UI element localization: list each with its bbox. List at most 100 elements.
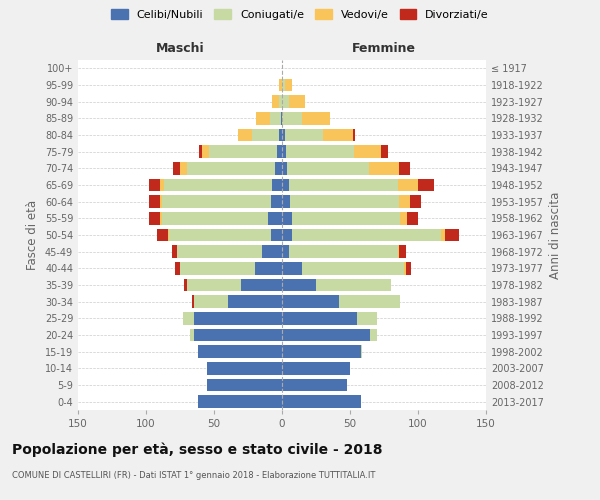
Bar bbox=[282, 279, 316, 291]
Bar bbox=[282, 229, 292, 241]
Bar bbox=[289, 96, 305, 108]
Bar bbox=[286, 146, 354, 158]
Bar bbox=[323, 129, 353, 141]
Bar bbox=[202, 146, 209, 158]
Bar bbox=[282, 179, 289, 192]
Bar bbox=[289, 246, 398, 258]
Bar bbox=[163, 212, 268, 224]
Bar bbox=[400, 212, 407, 224]
Bar bbox=[194, 296, 227, 308]
Bar bbox=[164, 179, 272, 192]
Bar bbox=[262, 246, 282, 258]
Bar bbox=[398, 246, 399, 258]
Bar bbox=[255, 262, 282, 274]
Bar bbox=[227, 296, 282, 308]
Bar bbox=[163, 196, 271, 208]
Bar bbox=[316, 279, 391, 291]
Bar bbox=[149, 196, 160, 208]
Bar bbox=[285, 79, 292, 92]
Bar bbox=[404, 262, 406, 274]
Bar bbox=[445, 229, 459, 241]
Bar bbox=[369, 162, 399, 174]
Bar bbox=[268, 212, 282, 224]
Y-axis label: Fasce di età: Fasce di età bbox=[26, 200, 39, 270]
Bar bbox=[207, 379, 282, 391]
Y-axis label: Anni di nascita: Anni di nascita bbox=[549, 192, 562, 278]
Bar bbox=[279, 96, 282, 108]
Bar bbox=[282, 329, 370, 341]
Bar bbox=[194, 329, 282, 341]
Bar bbox=[279, 79, 282, 92]
Bar bbox=[282, 196, 290, 208]
Bar bbox=[272, 179, 282, 192]
Bar bbox=[282, 346, 361, 358]
Bar bbox=[180, 262, 255, 274]
Bar bbox=[270, 112, 281, 124]
Bar bbox=[190, 329, 194, 341]
Bar bbox=[149, 179, 160, 192]
Bar bbox=[175, 262, 180, 274]
Bar bbox=[399, 196, 410, 208]
Bar bbox=[187, 279, 241, 291]
Bar bbox=[281, 112, 282, 124]
Bar bbox=[282, 379, 347, 391]
Bar bbox=[282, 246, 289, 258]
Bar bbox=[292, 212, 400, 224]
Bar bbox=[282, 296, 339, 308]
Bar bbox=[160, 212, 163, 224]
Bar bbox=[275, 162, 282, 174]
Bar bbox=[271, 229, 282, 241]
Bar bbox=[418, 179, 434, 192]
Bar bbox=[160, 196, 163, 208]
Bar bbox=[292, 229, 441, 241]
Bar bbox=[354, 146, 381, 158]
Bar bbox=[238, 129, 252, 141]
Bar bbox=[282, 396, 361, 408]
Bar bbox=[302, 262, 404, 274]
Bar bbox=[172, 246, 177, 258]
Bar bbox=[282, 96, 289, 108]
Bar bbox=[406, 262, 411, 274]
Bar bbox=[339, 296, 400, 308]
Bar bbox=[197, 396, 282, 408]
Bar bbox=[241, 279, 282, 291]
Bar bbox=[399, 162, 410, 174]
Bar bbox=[157, 229, 168, 241]
Bar bbox=[410, 196, 421, 208]
Bar bbox=[282, 362, 350, 374]
Text: Femmine: Femmine bbox=[352, 42, 416, 55]
Bar bbox=[177, 246, 262, 258]
Bar bbox=[381, 146, 388, 158]
Bar bbox=[282, 112, 302, 124]
Bar bbox=[252, 129, 279, 141]
Bar bbox=[361, 346, 362, 358]
Bar bbox=[441, 229, 445, 241]
Bar bbox=[184, 279, 187, 291]
Bar bbox=[285, 129, 323, 141]
Bar bbox=[282, 262, 302, 274]
Bar bbox=[282, 79, 285, 92]
Bar bbox=[183, 312, 194, 324]
Bar bbox=[187, 162, 275, 174]
Bar bbox=[290, 196, 399, 208]
Bar bbox=[279, 129, 282, 141]
Text: COMUNE DI CASTELLIRI (FR) - Dati ISTAT 1° gennaio 2018 - Elaborazione TUTTITALIA: COMUNE DI CASTELLIRI (FR) - Dati ISTAT 1… bbox=[12, 471, 376, 480]
Text: Maschi: Maschi bbox=[155, 42, 205, 55]
Bar bbox=[357, 312, 377, 324]
Bar bbox=[209, 146, 277, 158]
Bar bbox=[407, 212, 418, 224]
Bar bbox=[277, 146, 282, 158]
Bar bbox=[282, 312, 357, 324]
Bar bbox=[149, 212, 160, 224]
Bar bbox=[192, 296, 194, 308]
Bar bbox=[282, 146, 286, 158]
Bar bbox=[282, 129, 285, 141]
Bar bbox=[399, 246, 406, 258]
Bar bbox=[160, 179, 164, 192]
Text: Popolazione per età, sesso e stato civile - 2018: Popolazione per età, sesso e stato civil… bbox=[12, 442, 383, 457]
Bar bbox=[287, 162, 369, 174]
Bar bbox=[207, 362, 282, 374]
Bar bbox=[197, 346, 282, 358]
Bar bbox=[282, 162, 287, 174]
Bar bbox=[370, 329, 377, 341]
